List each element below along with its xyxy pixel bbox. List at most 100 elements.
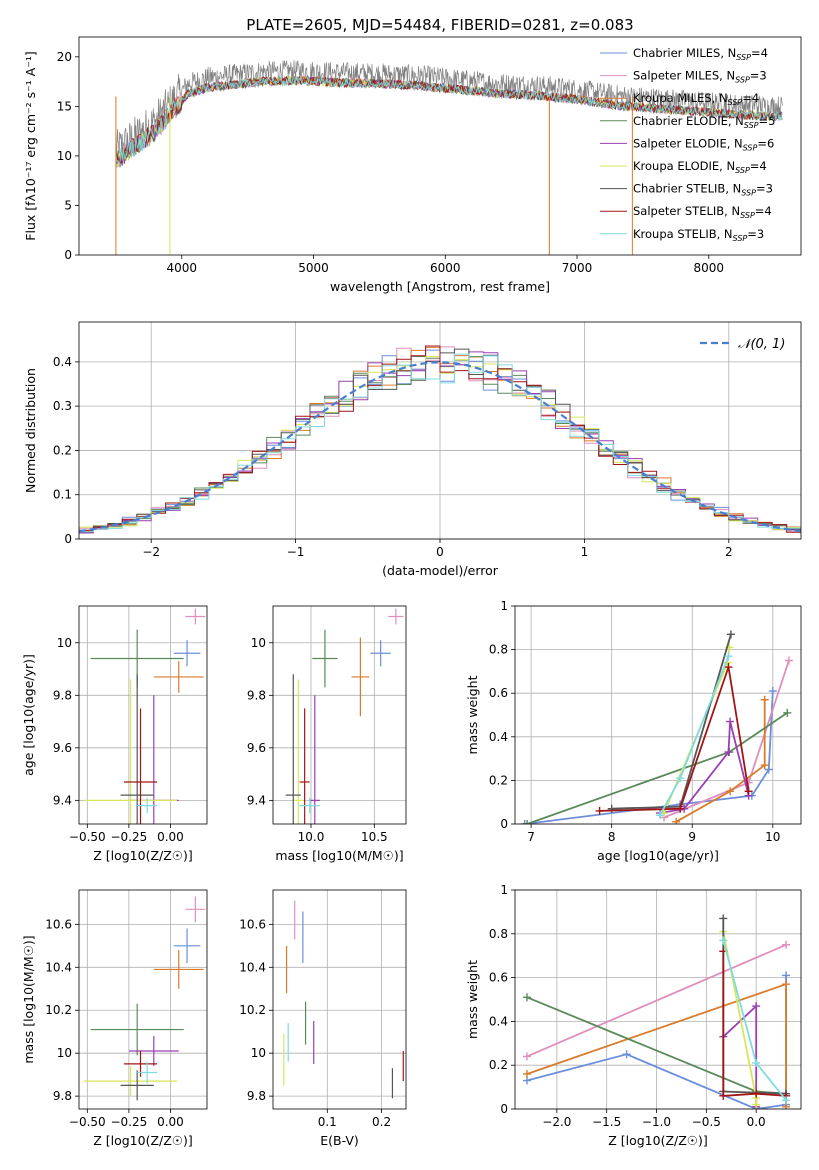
y-tick-label: 0.8: [489, 643, 508, 657]
x-tick-label: −1.5: [592, 1115, 621, 1129]
spectrum-panel: 4000 5000 6000 7000 8000 0 5 10 15 20 wavelength […: [23, 36, 802, 294]
age-vs-Z-plot-area: [83, 608, 206, 824]
x-tick-label: −0.50: [69, 1115, 106, 1129]
y-tick-label: 9.8: [53, 688, 72, 702]
y-tick-label: 10.2: [45, 1003, 72, 1017]
x-axis-label: (data-model)/error: [382, 563, 499, 578]
x-tick-label: −0.25: [110, 1115, 147, 1129]
mass-weight-marker: [719, 936, 728, 945]
mass-vs-EBV-frame: [272, 889, 407, 1110]
legend-label: Kroupa STELIB, NSSP=3: [633, 227, 764, 243]
mass-weight-marker: [522, 1052, 531, 1061]
mass-weight-marker: [782, 971, 791, 980]
x-axis-label: Z [log10(Z/Z☉)]: [93, 1133, 193, 1148]
figure-title: PLATE=2605, MJD=54484, FIBERID=0281, z=0…: [246, 16, 633, 34]
mass-weight-line: [611, 634, 732, 810]
x-tick-label: −1: [287, 545, 305, 559]
mass-weight-marker: [752, 1002, 761, 1011]
age-vs-mass-panel: 10.0 10.5 9.4 9.6 9.8 10 mass [log10(M/M☉)]: [247, 605, 407, 863]
x-tick-label: 8: [608, 830, 616, 844]
y-tick-label: 10: [57, 149, 72, 163]
y-axis-label: mass [log10(M/M☉)]: [21, 935, 36, 1063]
x-tick-label: 1: [581, 545, 589, 559]
mass-weight-marker: [752, 1089, 761, 1098]
mass-weight-marker: [752, 1100, 761, 1109]
x-tick-label: 10: [765, 830, 780, 844]
mass-weight-marker: [726, 787, 735, 796]
legend-label: Kroupa ELODIE, NSSP=4: [633, 159, 767, 175]
mass-weight-marker: [522, 1069, 531, 1078]
x-axis-label: wavelength [Angstrom, rest frame]: [330, 279, 550, 294]
y-tick-label: 10: [251, 1046, 266, 1060]
mass-weight-marker: [744, 787, 753, 796]
legend-label: Salpeter MILES, NSSP=3: [633, 69, 767, 85]
mass-weight-line: [659, 655, 730, 816]
x-tick-label: 4000: [166, 261, 197, 275]
x-tick-label: 9: [688, 830, 696, 844]
y-tick-label: 9.8: [247, 688, 266, 702]
x-tick-label: 2: [725, 545, 733, 559]
x-tick-label: −2: [142, 545, 160, 559]
y-tick-label: 9.6: [53, 741, 72, 755]
y-tick-label: 0: [64, 248, 72, 262]
y-tick-label: 9.4: [53, 793, 72, 807]
mass-weight-vs-age-plot-area: [520, 630, 793, 824]
y-tick-label: 0.2: [53, 443, 72, 457]
legend-label: Chabrier MILES, NSSP=4: [633, 46, 768, 62]
mass-weight-marker: [724, 663, 733, 672]
y-tick-label: 10.4: [45, 960, 72, 974]
mass-weight-marker: [760, 695, 769, 704]
x-tick-label: 8000: [694, 261, 725, 275]
mass-weight-marker: [676, 804, 685, 813]
mass-weight-marker: [764, 765, 773, 774]
mass-weight-marker: [724, 652, 733, 661]
x-tick-label: 7000: [562, 261, 593, 275]
y-tick-label: 0.1: [53, 488, 72, 502]
mass-vs-Z-panel: −0.50 −0.25 0.00 9.8 10 10.2 10.4 10.6 Z [log10(…: [21, 889, 208, 1148]
mass-weight-marker: [724, 748, 733, 757]
y-tick-label: 0.4: [489, 730, 508, 744]
mass-weight-line: [526, 943, 787, 1058]
x-tick-label: −0.25: [110, 830, 147, 844]
residual-histogram: [79, 353, 801, 533]
age-vs-Z-frame: [78, 605, 208, 825]
residuals-panel: −2 −1 0 1 2 0 0.1 0.2 0.3 0.4 (data-model)/error No…: [23, 321, 802, 578]
mass-vs-Z-plot-area: [83, 896, 206, 1101]
y-tick-label: 1: [500, 599, 508, 613]
x-axis-label: mass [log10(M/M☉)]: [275, 848, 403, 863]
y-tick-label: 10: [57, 1046, 72, 1060]
age-vs-mass-plot-area: [285, 608, 404, 824]
x-tick-label: 0.00: [157, 1115, 184, 1129]
mass-vs-EBV-plot-area: [283, 900, 404, 1099]
y-axis-label: mass weight: [465, 675, 480, 754]
mass-weight-marker: [782, 1096, 791, 1105]
legend-label: Salpeter ELODIE, NSSP=6: [633, 136, 774, 152]
x-tick-label: −1.0: [642, 1115, 671, 1129]
legend-label: Chabrier ELODIE, NSSP=5: [633, 114, 775, 130]
mass-weight-line: [722, 940, 787, 1101]
y-tick-label: 5: [64, 198, 72, 212]
y-tick-label: 0.4: [53, 355, 72, 369]
x-axis-label: age [log10(age/yr)]: [597, 848, 719, 863]
age-vs-Z-grid: [79, 606, 207, 824]
model-spectrum-line: [115, 76, 783, 166]
x-axis-label: E(B-V): [320, 1133, 359, 1148]
mass-weight-vs-Z-panel: −2.0 −1.5 −1.0 −0.5 0.0 0 0.2 0.4 0.6 0.8 1 Z [log1…: [465, 883, 802, 1148]
y-tick-label: 10.2: [239, 1003, 266, 1017]
mass-weight-marker: [719, 914, 728, 923]
x-tick-label: −2.0: [542, 1115, 571, 1129]
y-axis-label: age [log10(age/yr)]: [21, 654, 36, 776]
mass-weight-marker: [768, 687, 777, 696]
x-tick-label: 0.2: [372, 1115, 391, 1129]
mass-weight-marker: [783, 708, 792, 717]
y-tick-label: 0.2: [489, 773, 508, 787]
x-tick-label: 10.0: [298, 830, 325, 844]
x-tick-label: −0.50: [69, 830, 106, 844]
mass-weight-marker: [522, 993, 531, 1002]
mass-weight-marker: [782, 940, 791, 949]
mass-weight-vs-age-frame: [514, 605, 802, 825]
mass-weight-vs-Z-plot-area: [522, 914, 791, 1109]
mass-weight-vs-Z-frame: [514, 889, 802, 1110]
y-tick-label: 9.6: [247, 741, 266, 755]
y-tick-label: 0.6: [489, 686, 508, 700]
